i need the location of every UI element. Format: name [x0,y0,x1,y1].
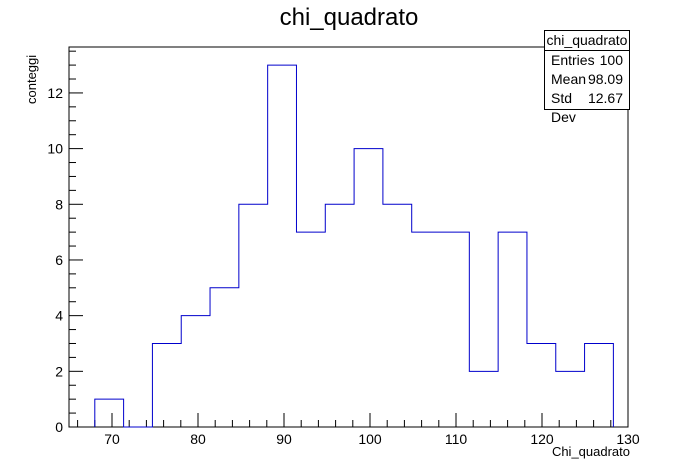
stats-label: Mean [551,71,587,87]
stats-row-entries: Entries 100 [545,51,629,70]
stats-label: Std Dev [551,90,576,125]
histogram-bins [95,65,614,427]
x-tick-label: 70 [104,431,120,447]
stats-row-mean: Mean 98.09 [545,70,629,89]
stats-value: 98.09 [587,71,623,87]
y-axis: 0 2 4 6 8 10 12 [47,50,83,435]
histogram-bar [181,316,210,427]
x-tick-label: 130 [616,431,640,447]
plot-frame [68,46,629,428]
histogram-bar [268,65,297,427]
histogram-bar [412,232,441,427]
chart-title: chi_quadrato [279,4,419,31]
y-tick-label: 4 [55,308,63,324]
y-tick-label: 6 [55,252,63,268]
histogram-bar [469,371,498,427]
y-tick-label: 8 [55,196,63,212]
x-axis-label: Chi_quadrato [551,444,630,459]
stats-value: 12.67 [587,90,623,106]
x-tick-label: 110 [445,431,468,447]
x-axis: 70 80 90 100 110 120 130 [77,413,640,447]
x-tick-label: 80 [190,431,206,447]
y-tick-label: 12 [47,85,63,101]
stats-value: 100 [599,52,623,68]
stats-box-title: chi_quadrato [545,31,629,51]
x-tick-label: 100 [358,431,382,447]
y-tick-label: 0 [55,419,63,435]
histogram-bar [556,371,585,427]
histogram-bar [325,204,354,427]
histogram-bar [296,232,325,427]
histogram-bar [152,343,181,427]
y-axis-label: conteggi [24,54,39,104]
x-tick-label: 120 [530,431,554,447]
histogram-bar [210,288,239,427]
x-tick-label: 90 [276,431,292,447]
histogram-bar [239,204,268,427]
histogram-bar [383,204,412,427]
stats-box: chi_quadrato Entries 100 Mean 98.09 Std … [544,30,630,125]
histogram-bar [498,232,527,427]
y-tick-label: 10 [47,141,63,157]
stats-label: Entries [551,52,595,68]
histogram-bar [95,399,124,427]
histogram-outline [94,64,614,428]
y-tick-label: 2 [55,363,63,379]
histogram-bar [585,343,614,427]
histogram-bar [527,343,556,427]
histogram-bar [354,149,383,427]
histogram-bar [441,232,470,427]
stats-row-std-dev: Std Dev 12.67 [545,89,629,125]
